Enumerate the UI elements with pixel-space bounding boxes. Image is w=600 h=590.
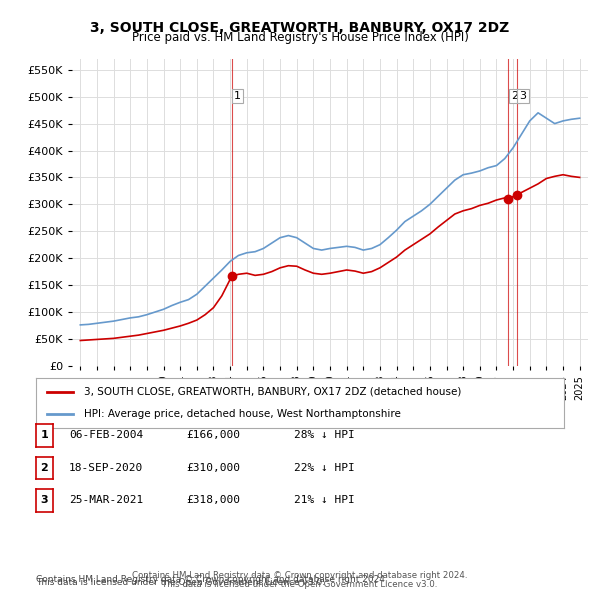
Text: 3: 3 [520, 91, 526, 101]
Text: 28% ↓ HPI: 28% ↓ HPI [294, 431, 355, 440]
Text: 2: 2 [511, 91, 518, 101]
Text: 06-FEB-2004: 06-FEB-2004 [69, 431, 143, 440]
Text: £166,000: £166,000 [186, 431, 240, 440]
Text: 25-MAR-2021: 25-MAR-2021 [69, 496, 143, 505]
Text: 1: 1 [234, 91, 241, 101]
Text: 1: 1 [41, 431, 48, 440]
Text: 3: 3 [41, 496, 48, 505]
Text: Price paid vs. HM Land Registry's House Price Index (HPI): Price paid vs. HM Land Registry's House … [131, 31, 469, 44]
Text: 18-SEP-2020: 18-SEP-2020 [69, 463, 143, 473]
Text: £310,000: £310,000 [186, 463, 240, 473]
Text: 3, SOUTH CLOSE, GREATWORTH, BANBURY, OX17 2DZ (detached house): 3, SOUTH CLOSE, GREATWORTH, BANBURY, OX1… [83, 386, 461, 396]
Text: This data is licensed under the Open Government Licence v3.0.: This data is licensed under the Open Gov… [163, 579, 437, 589]
Text: 22% ↓ HPI: 22% ↓ HPI [294, 463, 355, 473]
Text: HPI: Average price, detached house, West Northamptonshire: HPI: Average price, detached house, West… [83, 409, 400, 419]
Text: This data is licensed under the Open Government Licence v3.0.: This data is licensed under the Open Gov… [36, 578, 325, 587]
Text: Contains HM Land Registry data © Crown copyright and database right 2024.: Contains HM Land Registry data © Crown c… [132, 571, 468, 580]
Text: 21% ↓ HPI: 21% ↓ HPI [294, 496, 355, 505]
Text: 3, SOUTH CLOSE, GREATWORTH, BANBURY, OX17 2DZ: 3, SOUTH CLOSE, GREATWORTH, BANBURY, OX1… [91, 21, 509, 35]
Text: Contains HM Land Registry data © Crown copyright and database right 2024.: Contains HM Land Registry data © Crown c… [36, 575, 388, 584]
Text: £318,000: £318,000 [186, 496, 240, 505]
Text: 2: 2 [41, 463, 48, 473]
